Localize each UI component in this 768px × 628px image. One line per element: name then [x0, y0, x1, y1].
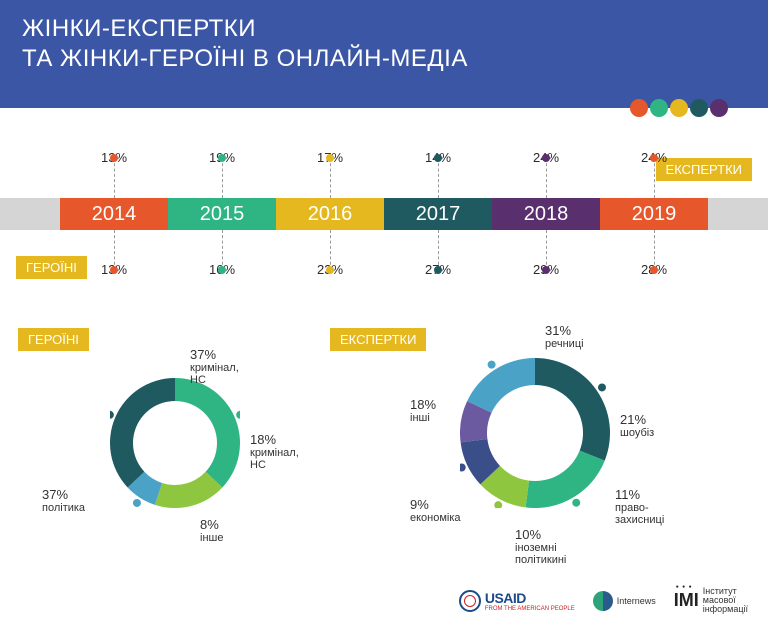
donut-label: 37%політика — [42, 488, 85, 514]
donut-chart — [460, 358, 610, 508]
year-bar: 201413%13%201519%16%201617%23%201714%27%… — [0, 198, 768, 230]
year-cell-2015: 201519%16% — [168, 198, 276, 230]
year-cell-2019: 201924%28% — [600, 198, 708, 230]
imi-icon: ІМІ — [674, 590, 699, 611]
usaid-text: USAID — [485, 590, 526, 606]
donut-label: 31%речниці — [545, 324, 584, 350]
logo-imi: ІМІ Інститут масової інформації — [674, 587, 748, 614]
timeline: ЕКСПЕРТКИ ГЕРОЇНІ 201413%13%201519%16%20… — [0, 108, 768, 328]
year-cell-2018: 201824%29% — [492, 198, 600, 230]
tag-heroines: ГЕРОЇНІ — [18, 328, 89, 351]
label-heroines: ГЕРОЇНІ — [16, 256, 87, 279]
year-cell-2016: 201617%23% — [276, 198, 384, 230]
donut-slice — [175, 378, 240, 487]
donut-experts: 31%речниці21%шоубіз11%право- захисниці10… — [460, 358, 610, 513]
donut-label: 10%іноземні політикині — [515, 528, 566, 566]
donut-label: 9%економіка — [410, 498, 461, 524]
imi-text: Інститут масової інформації — [703, 587, 748, 614]
tag-experts: ЕКСПЕРТКИ — [330, 328, 426, 351]
usaid-seal-icon — [459, 590, 481, 612]
donut-slice — [526, 451, 605, 508]
donut-slice — [110, 378, 175, 487]
footer-logos: USAID FROM THE AMERICAN PEOPLE Internews… — [459, 587, 748, 614]
donut-label: 18%кримінал, НС — [250, 433, 299, 471]
title-line-1: ЖІНКИ-ЕКСПЕРТКИ — [22, 15, 256, 42]
donut-heroines: 37%кримінал, НС18%кримінал, НС8%інше37%п… — [110, 378, 240, 513]
donut-label: 37%кримінал, НС — [190, 348, 239, 386]
page-title: ЖІНКИ-ЕКСПЕРТКИ ТА ЖІНКИ-ГЕРОЇНІ В ОНЛАЙ… — [22, 14, 746, 74]
year-cell-2017: 201714%27% — [384, 198, 492, 230]
title-line-2: ТА ЖІНКИ-ГЕРОЇНІ В ОНЛАЙН-МЕДІА — [22, 45, 468, 72]
donut-label: 8%інше — [200, 518, 223, 544]
usaid-subtext: FROM THE AMERICAN PEOPLE — [485, 606, 575, 612]
donut-chart — [110, 378, 240, 508]
donut-slice — [535, 358, 610, 461]
donut-label: 11%право- захисниці — [615, 488, 664, 526]
logo-internews: Internews — [593, 591, 656, 611]
donut-label: 18%інші — [410, 398, 436, 424]
year-cell-2014: 201413%13% — [60, 198, 168, 230]
internews-text: Internews — [617, 596, 656, 606]
internews-icon — [593, 591, 613, 611]
label-experts: ЕКСПЕРТКИ — [656, 158, 752, 181]
logo-usaid: USAID FROM THE AMERICAN PEOPLE — [459, 590, 575, 612]
donut-row: ГЕРОЇНІ ЕКСПЕРТКИ 37%кримінал, НС18%крим… — [0, 328, 768, 628]
donut-label: 21%шоубіз — [620, 413, 654, 439]
donut-slice — [467, 358, 535, 413]
header-banner: ЖІНКИ-ЕКСПЕРТКИ ТА ЖІНКИ-ГЕРОЇНІ В ОНЛАЙ… — [0, 0, 768, 108]
